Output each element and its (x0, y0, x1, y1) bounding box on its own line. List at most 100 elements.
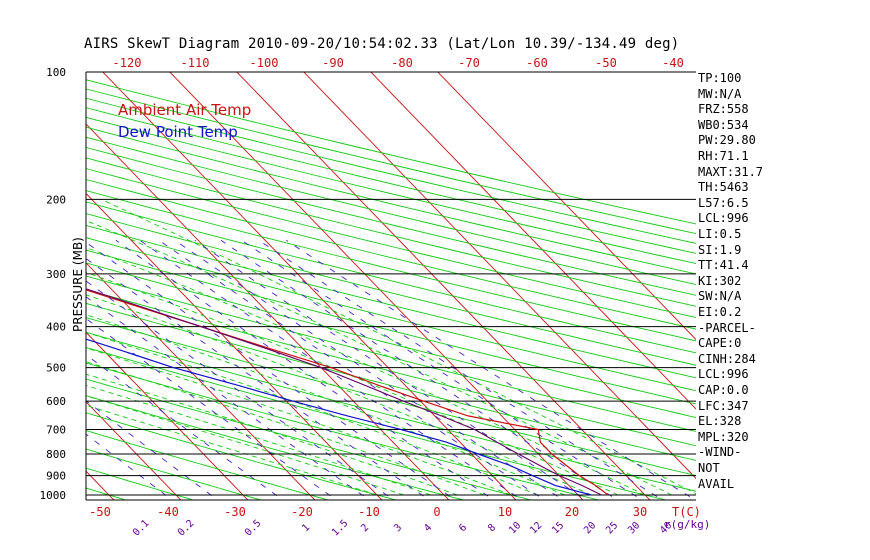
index-item: LI:0.5 (698, 227, 742, 241)
bottom-temp-tick-label: 30 (633, 505, 647, 519)
top-temp-tick-label: -60 (526, 56, 548, 70)
index-item: CINH:284 (698, 351, 756, 366)
isotherm-line (102, 72, 517, 500)
top-temp-tick-label: -40 (662, 56, 684, 70)
pressure-tick-label: 900 (46, 470, 66, 483)
mixing-ratio-line (241, 239, 643, 500)
isotherm-lines (86, 72, 696, 500)
dry-adiabat-line (86, 487, 128, 500)
top-temp-tick-label: -120 (113, 56, 142, 70)
index-item: MPL:320 (698, 429, 749, 444)
dry-adiabat-line (86, 430, 330, 500)
dry-adiabat-line (86, 116, 696, 265)
pressure-tick-label: 400 (46, 321, 66, 334)
top-temp-tick-label: -80 (391, 56, 413, 70)
mixing-ratio-line (158, 239, 546, 500)
dry-adiabat-line (86, 346, 668, 500)
mixing-ratio-tick-label: 3 (392, 522, 404, 534)
mixing-ratio-tick-label: 2 (359, 522, 371, 534)
mixing-ratio-tick-label: 1 (300, 522, 312, 534)
dry-adiabat-line (86, 289, 696, 447)
pressure-tick-label: 700 (46, 423, 66, 436)
mixing-ratio-line (86, 258, 431, 500)
index-item: NOT (698, 461, 720, 475)
index-item: WB0:534 (698, 117, 749, 132)
temp-unit-label: T(C) (672, 505, 701, 519)
mixing-ratio-line (86, 241, 457, 500)
mixing-ratio-line (174, 239, 565, 500)
mixing-ratio-line (86, 318, 338, 500)
bottom-temp-tick-label: 0 (433, 505, 440, 519)
dewpoint-profile (86, 338, 592, 496)
mixing-ratio-tick-label: 12 (528, 520, 544, 536)
dry-adiabat-line (86, 147, 696, 296)
moist-adiabat-lines (86, 198, 696, 496)
dry-adiabat-line (86, 126, 696, 275)
dry-adiabat-line (86, 224, 696, 379)
dry-adiabat-line (86, 378, 533, 500)
dry-adiabat-line (86, 168, 696, 319)
mixing-ratio-line (86, 280, 395, 500)
index-item: TT:41.4 (698, 258, 749, 273)
pressure-tick-label: 500 (46, 362, 66, 375)
mixing-ratio-tick-label: 30 (626, 520, 642, 536)
index-item: LCL:996 (698, 211, 749, 226)
dry-adiabat-line (86, 317, 696, 477)
index-item: TH:5463 (698, 180, 749, 195)
pressure-tick-label: 100 (46, 66, 66, 79)
pressure-tick-label: 600 (46, 395, 66, 408)
dry-adiabat-line (86, 157, 696, 307)
pressure-tick-label: 200 (46, 193, 66, 206)
index-item: CAP:0.0 (698, 383, 749, 397)
bottom-temp-tick-label: -40 (157, 505, 179, 519)
bottom-temp-tick-label: -30 (224, 505, 246, 519)
index-item: MAXT:31.7 (698, 164, 764, 179)
index-item: -PARCEL- (698, 320, 756, 335)
mixing-ratio-tick-label: 25 (604, 520, 620, 536)
mixing-ratio-lines (86, 239, 696, 500)
mixing-ratio-unit-label: r(g/kg) (664, 518, 710, 531)
mixing-ratio-line (115, 239, 495, 500)
mixing-ratio-tick-label: 0.1 (131, 518, 152, 539)
moist-adiabat-line (86, 314, 565, 496)
index-item: L57:6.5 (698, 195, 749, 210)
bottom-temp-tick-label: 20 (565, 505, 579, 519)
dry-adiabat-line (86, 331, 696, 492)
dry-adiabat-line (86, 467, 195, 500)
mixing-ratio-line (86, 354, 284, 500)
isotherm-line (303, 72, 696, 480)
index-item: SI:1.9 (698, 242, 742, 257)
y-axis-label: PRESSURE (MB) (71, 237, 85, 332)
top-temp-tick-label: -110 (181, 56, 210, 70)
mixing-ratio-line (86, 433, 173, 500)
index-item: LFC:347 (698, 398, 749, 413)
bottom-temp-tick-label: -50 (89, 505, 111, 519)
dry-adiabat-line (86, 249, 696, 405)
dry-adiabat-line (86, 213, 696, 366)
dry-adiabat-line (86, 448, 263, 500)
mixing-ratio-tick-label: 0.2 (176, 518, 197, 539)
dry-adiabat-lines (86, 79, 696, 500)
index-item: PW:29.80 (698, 133, 756, 148)
top-temp-tick-label: -50 (595, 56, 617, 70)
dry-adiabat-line (86, 395, 466, 500)
mixing-ratio-line (194, 239, 588, 500)
isotherm-line (437, 72, 696, 341)
top-temp-tick-label: -90 (322, 56, 344, 70)
moist-adiabat-line (86, 361, 485, 496)
index-item: MW:N/A (698, 86, 742, 101)
index-item: SW:N/A (698, 289, 742, 304)
mixing-ratio-line (258, 239, 664, 500)
dry-adiabat-line (86, 178, 696, 330)
mixing-ratio-tick-label: 6 (457, 522, 469, 534)
profile-series (86, 288, 609, 496)
dry-adiabat-line (86, 136, 696, 285)
dry-adiabat-line (86, 275, 696, 432)
index-item: AVAIL (698, 476, 735, 491)
isotherm-line (169, 72, 584, 500)
mixing-ratio-tick-label: 20 (582, 520, 598, 536)
chart-title: AIRS SkewT Diagram 2010-09-20/10:54:02.3… (84, 36, 680, 52)
legend-dew-point-temp: Dew Point Temp (118, 123, 238, 141)
mixing-ratio-tick-label: 15 (550, 520, 566, 536)
mixing-ratio-tick-label: 8 (486, 522, 498, 534)
